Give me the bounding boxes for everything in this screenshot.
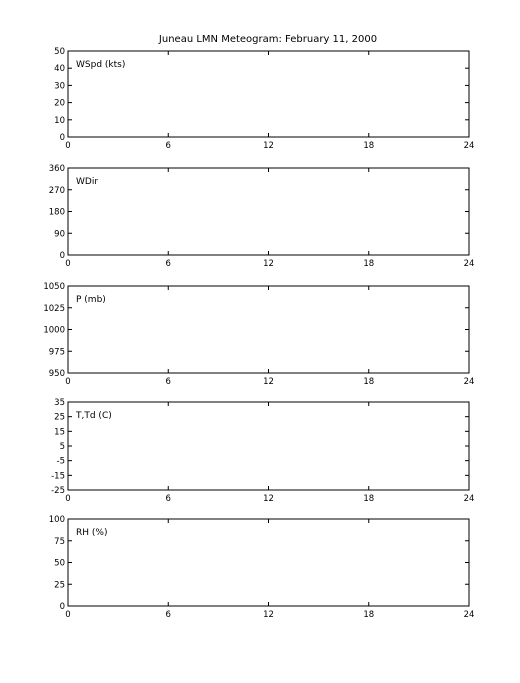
- relative-humidity-xtick-label-0: 0: [65, 610, 70, 620]
- wind-direction-panel: 0 6 12 18 24 0 90 180 270 360 WDir: [49, 164, 475, 269]
- relative-humidity-ytick-label-1: 25: [54, 580, 65, 590]
- temperature-dewpoint-ytick-label-5: 25: [54, 413, 65, 423]
- pressure-label: P (mb): [76, 295, 106, 305]
- temperature-dewpoint-ytick-label-2: -5: [57, 457, 65, 467]
- pressure-axes-box: [67, 285, 470, 374]
- wind-speed-xtick-label-0: 0: [65, 141, 70, 151]
- pressure-xtick-label-3: 18: [363, 377, 374, 387]
- wind-speed-ytick-label-5: 50: [54, 47, 65, 57]
- wind-direction-ytick-label-2: 180: [49, 208, 65, 218]
- wind-direction-ytick-label-4: 360: [49, 164, 65, 174]
- wind-direction-xtick-label-0: 0: [65, 259, 70, 269]
- temperature-dewpoint-ytick-label-4: 15: [54, 427, 65, 437]
- pressure-ytick-label-1: 975: [49, 347, 65, 357]
- relative-humidity-xtick-label-1: 6: [166, 610, 171, 620]
- wind-speed-panel: 0 6 12 18 24 0 10 20 30 40 50 WSpd (kts): [54, 47, 474, 151]
- relative-humidity-xtick-label-3: 18: [363, 610, 374, 620]
- wind-direction-xtick-label-4: 24: [464, 259, 475, 269]
- relative-humidity-label: RH (%): [76, 528, 107, 538]
- wind-speed-xtick-label-3: 18: [363, 141, 374, 151]
- wind-direction-xtick-label-3: 18: [363, 259, 374, 269]
- wind-direction-xtick-label-2: 12: [263, 259, 274, 269]
- wind-direction-axes-box: [67, 167, 470, 256]
- relative-humidity-ytick-label-0: 0: [60, 602, 65, 612]
- pressure-xtick-label-1: 6: [166, 377, 171, 387]
- temperature-dewpoint-ytick-label-0: -25: [51, 486, 65, 496]
- pressure-xtick-label-4: 24: [464, 377, 475, 387]
- relative-humidity-ytick-label-3: 75: [54, 537, 65, 547]
- pressure-xtick-label-2: 12: [263, 377, 274, 387]
- wind-direction-ytick-label-1: 90: [54, 229, 65, 239]
- wind-direction-xtick-label-1: 6: [166, 259, 171, 269]
- wind-speed-xtick-label-2: 12: [263, 141, 274, 151]
- temperature-dewpoint-xtick-label-0: 0: [65, 494, 70, 504]
- relative-humidity-ytick-label-4: 100: [49, 515, 65, 525]
- wind-direction-ytick-label-3: 270: [49, 186, 65, 196]
- pressure-ytick-label-3: 1025: [43, 304, 65, 314]
- temperature-dewpoint-axes-box: [67, 401, 470, 491]
- relative-humidity-xtick-label-4: 24: [464, 610, 475, 620]
- pressure-xtick-label-0: 0: [65, 377, 70, 387]
- pressure-ytick-label-4: 1050: [43, 282, 65, 292]
- temperature-dewpoint-ytick-label-3: 5: [60, 442, 65, 452]
- temperature-dewpoint-panel: 0 6 12 18 24 -25 -15 -5 5 15 25 35 T,Td (C): [51, 398, 474, 504]
- relative-humidity-axes-box: [67, 518, 470, 607]
- wind-speed-ytick-label-2: 20: [54, 99, 65, 109]
- relative-humidity-ytick-label-2: 50: [54, 559, 65, 569]
- wind-speed-axes-box: [67, 50, 470, 138]
- wind-speed-ytick-label-4: 40: [54, 64, 65, 74]
- wind-speed-xtick-label-4: 24: [464, 141, 475, 151]
- temperature-dewpoint-xtick-label-4: 24: [464, 494, 475, 504]
- pressure-ytick-label-2: 1000: [43, 326, 65, 336]
- temperature-dewpoint-xtick-label-3: 18: [363, 494, 374, 504]
- temperature-dewpoint-ytick-label-1: -15: [51, 471, 65, 481]
- temperature-dewpoint-ytick-label-6: 35: [54, 398, 65, 408]
- wind-speed-ytick-label-1: 10: [54, 116, 65, 126]
- pressure-ytick-label-0: 950: [49, 369, 65, 379]
- relative-humidity-panel: 0 6 12 18 24 0 25 50 75 100 RH (%): [49, 515, 475, 620]
- pressure-panel: 0 6 12 18 24 950 975 1000 1025 1050 P (mb): [43, 282, 474, 387]
- wind-direction-ytick-label-0: 0: [60, 251, 65, 261]
- wind-direction-label: WDir: [76, 177, 98, 187]
- wind-speed-xtick-label-1: 6: [166, 141, 171, 151]
- relative-humidity-xtick-label-2: 12: [263, 610, 274, 620]
- wind-speed-label: WSpd (kts): [76, 60, 125, 70]
- temperature-dewpoint-label: T,Td (C): [75, 411, 112, 421]
- temperature-dewpoint-xtick-label-1: 6: [166, 494, 171, 504]
- temperature-dewpoint-xtick-label-2: 12: [263, 494, 274, 504]
- wind-speed-ytick-label-3: 30: [54, 81, 65, 91]
- wind-speed-ytick-label-0: 0: [60, 133, 65, 143]
- figure-title: Juneau LMN Meteogram: February 11, 2000: [158, 34, 377, 45]
